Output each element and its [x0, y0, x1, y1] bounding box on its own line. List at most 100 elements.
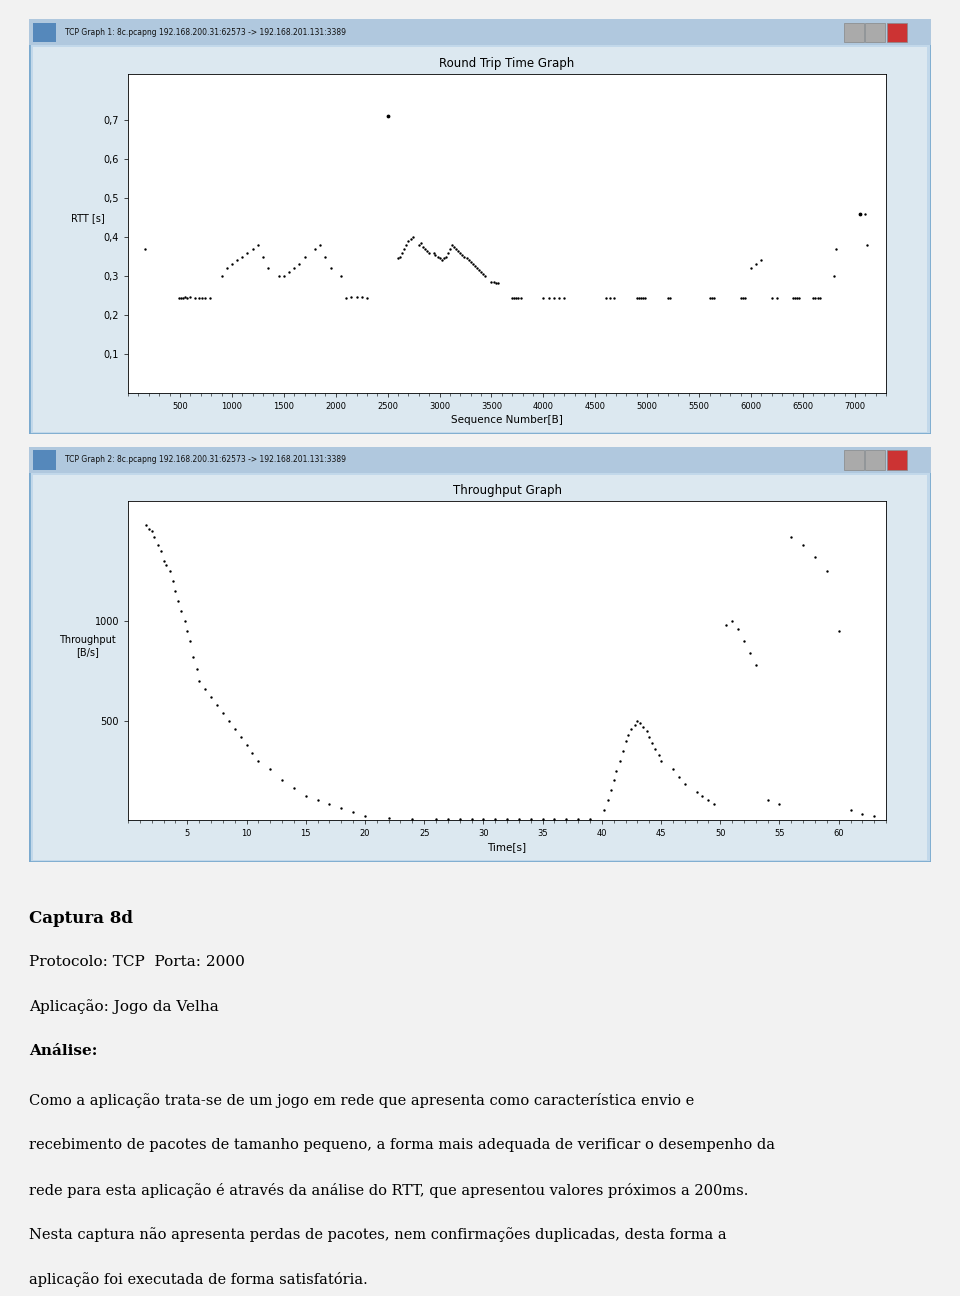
- Point: [233, 726, 249, 746]
- Point: [286, 258, 301, 279]
- Point: [281, 262, 297, 283]
- Point: [229, 250, 245, 271]
- Point: [641, 726, 657, 746]
- Point: [225, 254, 240, 275]
- Title: Throughput Graph: Throughput Graph: [452, 485, 562, 498]
- Point: [671, 766, 686, 787]
- Point: [189, 658, 204, 679]
- Point: [602, 288, 617, 308]
- Point: [654, 750, 669, 771]
- Point: [600, 791, 615, 811]
- Point: [333, 266, 348, 286]
- Point: [333, 798, 348, 819]
- Point: [737, 288, 753, 308]
- Text: Análise:: Análise:: [29, 1045, 97, 1058]
- Point: [339, 288, 354, 308]
- Point: [197, 288, 212, 308]
- X-axis label: Sequence Number[B]: Sequence Number[B]: [451, 415, 563, 425]
- Point: [735, 288, 751, 308]
- Point: [644, 732, 660, 753]
- Point: [475, 263, 491, 284]
- Point: [209, 695, 225, 715]
- Point: [452, 809, 468, 829]
- Point: [807, 547, 823, 568]
- Point: [158, 555, 174, 575]
- Point: [810, 288, 826, 308]
- Point: [203, 288, 218, 308]
- Point: [647, 739, 662, 759]
- Point: [490, 272, 505, 293]
- Point: [618, 730, 634, 750]
- Point: [359, 288, 374, 308]
- Point: [819, 561, 834, 582]
- Text: Como a aplicação trata-se de um jogo em rede que apresenta como característica e: Como a aplicação trata-se de um jogo em …: [29, 1093, 694, 1108]
- Point: [754, 250, 769, 271]
- Point: [677, 774, 692, 794]
- X-axis label: Time[s]: Time[s]: [488, 842, 527, 853]
- Point: [418, 238, 433, 259]
- Point: [796, 535, 811, 556]
- Point: [828, 238, 844, 259]
- Point: [446, 236, 462, 257]
- Point: [432, 248, 447, 268]
- Point: [513, 288, 528, 308]
- Point: [486, 272, 501, 293]
- Point: [426, 242, 442, 263]
- Point: [178, 286, 193, 307]
- Point: [488, 272, 503, 293]
- Point: [170, 591, 185, 612]
- Point: [632, 713, 647, 734]
- Title: Round Trip Time Graph: Round Trip Time Graph: [440, 57, 575, 70]
- Point: [180, 621, 195, 642]
- Point: [704, 288, 719, 308]
- Point: [466, 254, 481, 275]
- Point: [547, 809, 563, 829]
- Point: [428, 809, 444, 829]
- Point: [405, 227, 420, 248]
- Text: aplicação foi executada de forma satisfatória.: aplicação foi executada de forma satisfa…: [29, 1271, 368, 1287]
- Point: [743, 258, 758, 279]
- Bar: [865, 22, 885, 41]
- Point: [639, 721, 655, 741]
- Point: [636, 717, 651, 737]
- Point: [393, 246, 408, 267]
- Point: [185, 647, 201, 667]
- Point: [702, 288, 717, 308]
- Point: [718, 614, 733, 635]
- Point: [615, 740, 631, 761]
- Point: [191, 288, 206, 308]
- Point: [627, 714, 642, 735]
- Point: [499, 809, 515, 829]
- Point: [286, 778, 301, 798]
- Point: [214, 266, 229, 286]
- Point: [178, 610, 193, 631]
- Point: [434, 250, 449, 271]
- Point: [607, 288, 622, 308]
- Point: [807, 288, 823, 308]
- Point: [391, 248, 406, 268]
- Point: [275, 770, 290, 791]
- Point: [307, 238, 323, 259]
- Point: [583, 809, 598, 829]
- Point: [240, 242, 255, 263]
- Point: [318, 246, 333, 267]
- Point: [852, 203, 868, 224]
- Bar: [34, 451, 56, 469]
- Point: [227, 718, 242, 739]
- Bar: [29, 19, 931, 45]
- Point: [785, 288, 801, 308]
- Point: [398, 235, 414, 255]
- Point: [620, 724, 636, 745]
- Point: [665, 758, 681, 779]
- Point: [234, 246, 250, 267]
- Point: [455, 244, 470, 264]
- Text: RTT [s]: RTT [s]: [71, 214, 105, 223]
- Point: [174, 288, 189, 308]
- Point: [245, 238, 260, 259]
- Point: [464, 809, 479, 829]
- Point: [403, 228, 419, 249]
- Point: [147, 527, 162, 548]
- Text: Throughput
[B/s]: Throughput [B/s]: [60, 635, 116, 657]
- Point: [612, 750, 627, 771]
- Point: [461, 250, 476, 271]
